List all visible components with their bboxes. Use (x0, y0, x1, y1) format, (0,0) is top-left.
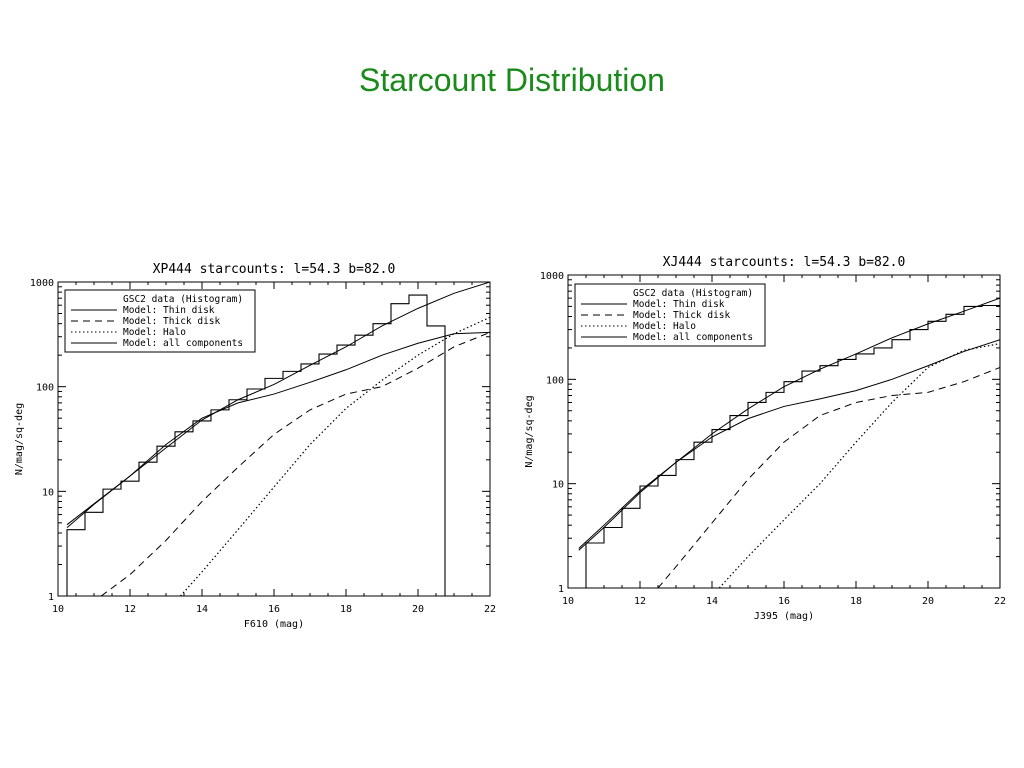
y-tick-label: 1 (48, 592, 54, 603)
series-line-model-thick-disk (657, 366, 1000, 588)
series-line-model-halo (179, 316, 490, 596)
x-tick-label: 10 (52, 604, 64, 615)
legend-label: GSC2 data (Histogram) (123, 294, 243, 305)
series-line-model-halo (718, 343, 1000, 588)
series-line-model-thick-disk (100, 331, 490, 596)
left-chart-panel: XP444 starcounts: l=54.3 b=82.0 10 12 14 16 1… (8, 252, 508, 637)
legend: GSC2 data (Histogram)Model: Thin diskMod… (64, 289, 256, 353)
legend-label: Model: all components (633, 332, 753, 343)
legend-label: GSC2 data (Histogram) (633, 288, 753, 299)
legend-label: Model: Thin disk (633, 299, 725, 310)
y-tick-label: 1000 (540, 271, 564, 282)
x-tick-label: 12 (124, 604, 136, 615)
x-tick-label: 14 (706, 596, 718, 607)
y-tick-label: 100 (36, 383, 54, 394)
x-tick-label: 14 (196, 604, 208, 615)
slide-title: Starcount Distribution (359, 62, 665, 98)
x-tick-label: 20 (922, 596, 934, 607)
x-tick-label: 12 (634, 596, 646, 607)
legend-label: Model: Halo (633, 321, 696, 332)
x-tick-label: 10 (562, 596, 574, 607)
chart-title: XJ444 starcounts: l=54.3 b=82.0 (663, 255, 906, 270)
histogram-gsc2-data (585, 304, 1000, 588)
right-chart-panel: XJ444 starcounts: l=54.3 b=82.0 10 12 14 16 1… (518, 248, 1018, 628)
y-axis-label: N/mag/sq-deg (14, 403, 25, 475)
x-tick-label: 22 (484, 604, 496, 615)
chart-title: XP444 starcounts: l=54.3 b=82.0 (153, 262, 396, 277)
legend-label: Model: Thick disk (633, 310, 731, 321)
legend-label: Model: Thin disk (123, 305, 215, 316)
y-tick-label: 1000 (30, 278, 54, 289)
y-tick-label: 10 (42, 487, 54, 498)
legend-label: Model: Halo (123, 327, 186, 338)
legend: GSC2 data (Histogram)Model: Thin diskMod… (574, 283, 766, 347)
series-line-model-thin-disk (578, 297, 1000, 551)
legend-label: Model: all components (123, 338, 243, 349)
histogram-gsc2-data (66, 294, 463, 596)
series-line-model-all-components (66, 331, 490, 526)
plot-area (578, 297, 1000, 588)
right-chart: XJ444 starcounts: l=54.3 b=82.0 10 12 14 16 1… (524, 255, 1006, 622)
series-line-model-all-components (578, 339, 1000, 549)
y-tick-label: 10 (552, 480, 564, 491)
legend-label: Model: Thick disk (123, 316, 221, 327)
y-tick-label: 100 (546, 375, 564, 386)
x-tick-label: 16 (268, 604, 280, 615)
x-axis-label: J395 (mag) (754, 611, 814, 622)
y-tick-label: 1 (558, 584, 564, 595)
x-tick-label: 16 (778, 596, 790, 607)
x-axis-label: F610 (mag) (244, 619, 304, 630)
x-tick-label: 20 (412, 604, 424, 615)
x-tick-label: 18 (850, 596, 862, 607)
left-chart: XP444 starcounts: l=54.3 b=82.0 10 12 14 16 1… (14, 262, 496, 630)
x-tick-label: 22 (994, 596, 1006, 607)
plot-area (66, 282, 490, 596)
y-axis-label: N/mag/sq-deg (524, 395, 535, 467)
x-tick-label: 18 (340, 604, 352, 615)
